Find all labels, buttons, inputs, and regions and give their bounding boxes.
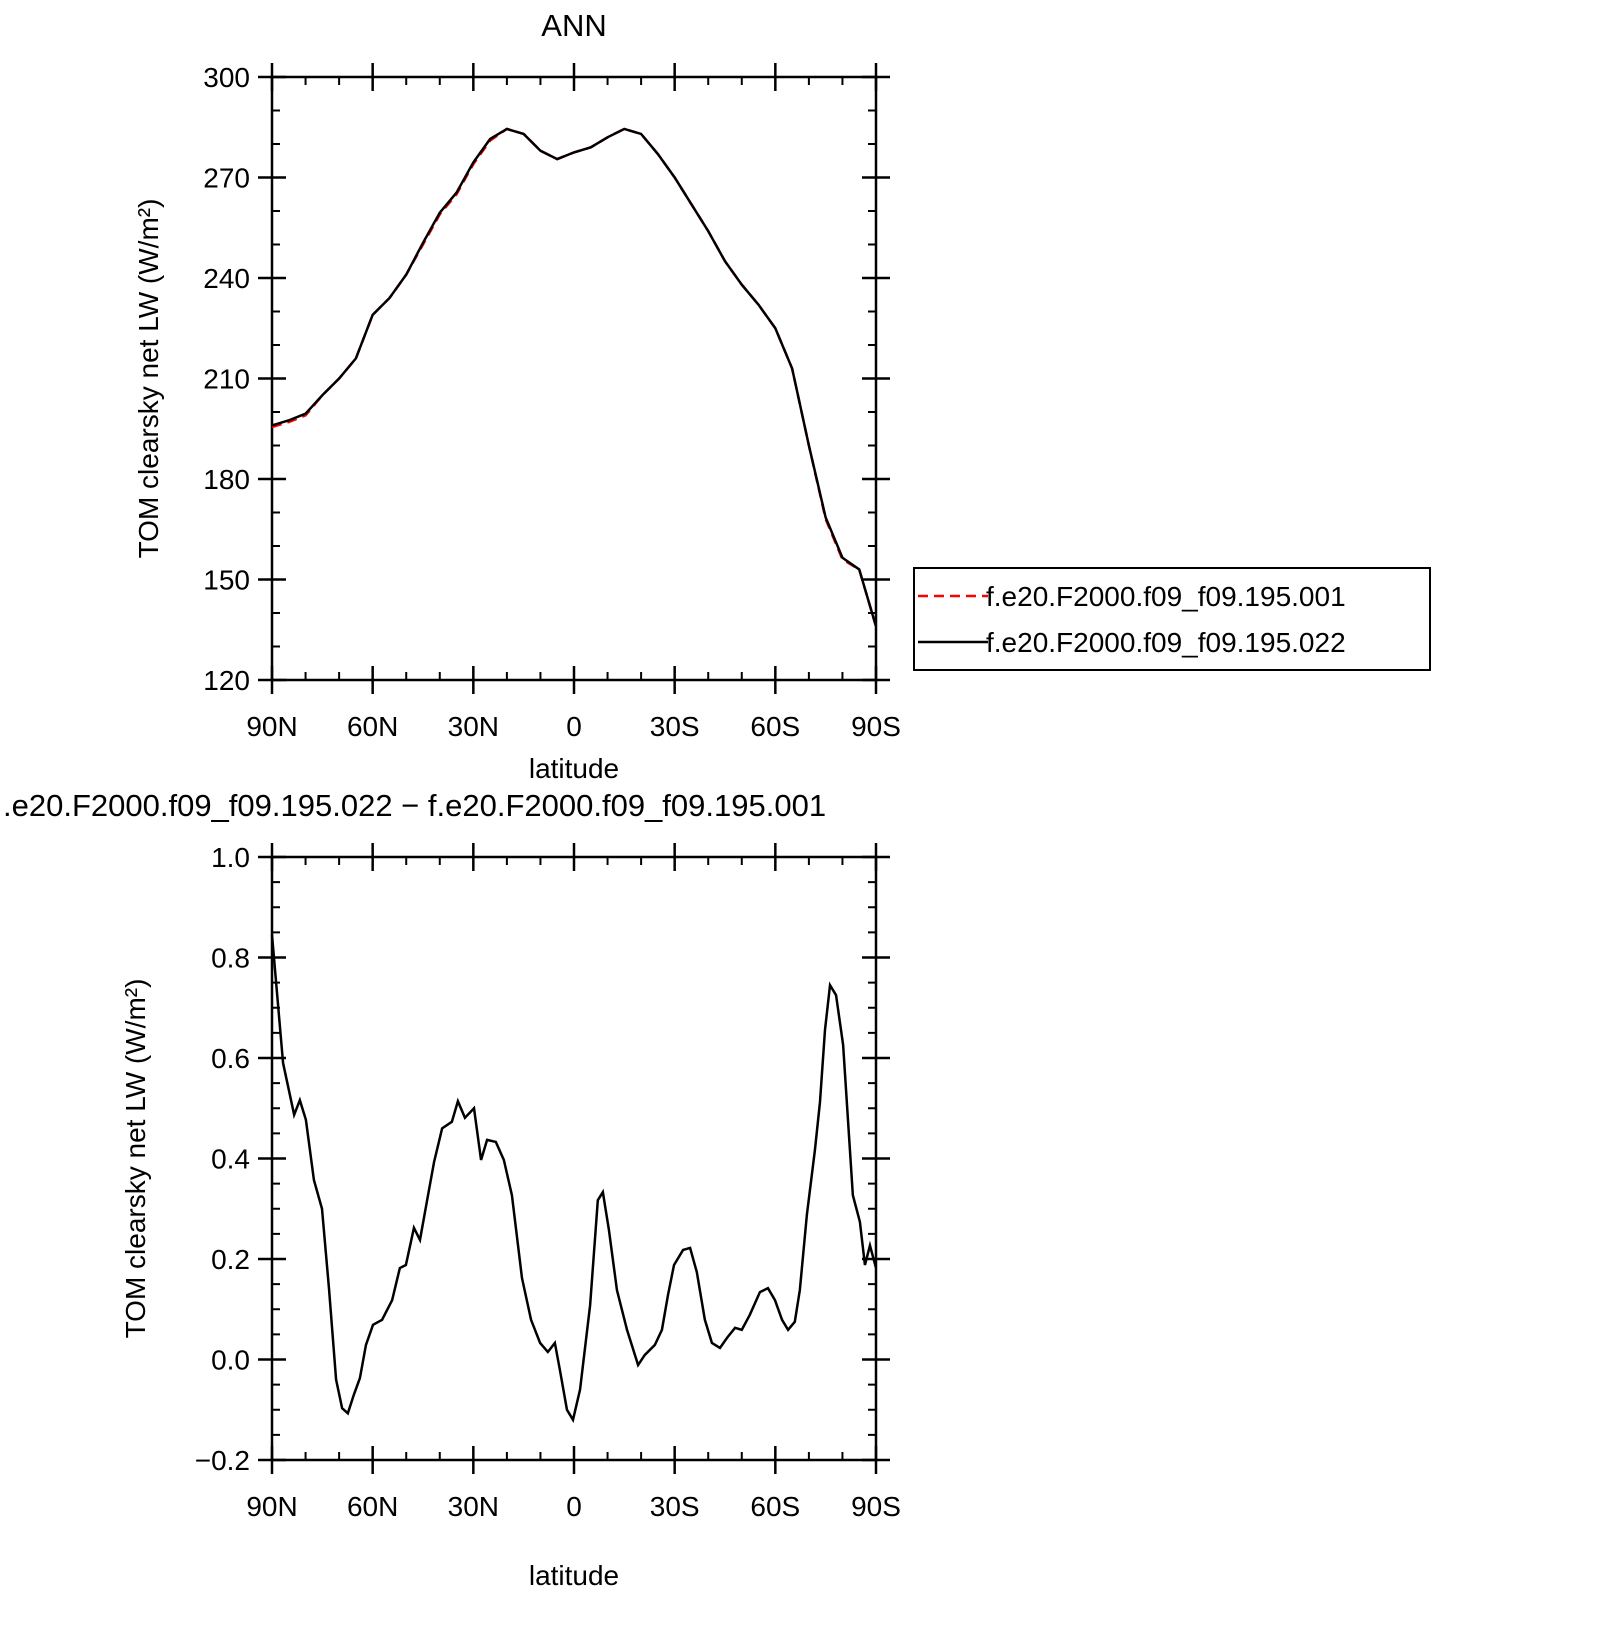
y-tick-label: 0.8 bbox=[211, 943, 250, 974]
y-axis-label: TOM clearsky net LW (W/m²) bbox=[133, 199, 164, 559]
x-tick-label: 0 bbox=[566, 1491, 582, 1522]
x-tick-label: 90S bbox=[851, 1491, 901, 1522]
x-tick-label: 30S bbox=[650, 711, 700, 742]
y-tick-label: 0.0 bbox=[211, 1345, 250, 1376]
legend-box bbox=[913, 567, 1431, 671]
y-tick-label: 180 bbox=[203, 464, 250, 495]
y-axis-label: TOM clearsky net LW (W/m²) bbox=[120, 979, 151, 1339]
x-tick-label: 60N bbox=[347, 1491, 398, 1522]
y-tick-label: 0.2 bbox=[211, 1244, 250, 1275]
y-tick-label: 270 bbox=[203, 163, 250, 194]
y-tick-label: 240 bbox=[203, 263, 250, 294]
data-line bbox=[270, 934, 878, 1424]
plot-frame bbox=[270, 75, 878, 682]
x-axis-label: latitude bbox=[529, 753, 619, 784]
x-tick-label: 0 bbox=[566, 711, 582, 742]
x-tick-label: 60N bbox=[347, 711, 398, 742]
y-tick-label: 0.4 bbox=[211, 1144, 250, 1175]
y-tick-label: 120 bbox=[203, 665, 250, 696]
x-axis-label: latitude bbox=[529, 1560, 619, 1591]
x-tick-label: 90N bbox=[246, 1491, 297, 1522]
y-tick-label: 300 bbox=[203, 62, 250, 93]
x-tick-label: 30S bbox=[650, 1491, 700, 1522]
y-tick-label: 1.0 bbox=[211, 842, 250, 873]
legend-label: f.e20.F2000.f09_f09.195.022 bbox=[986, 627, 1346, 658]
chart-title: .e20.F2000.f09_f09.195.022 − f.e20.F2000… bbox=[3, 788, 826, 823]
y-tick-label: −0.2 bbox=[195, 1445, 250, 1476]
x-tick-label: 30N bbox=[448, 711, 499, 742]
x-tick-label: 90N bbox=[246, 711, 297, 742]
chart-title: ANN bbox=[541, 8, 606, 43]
y-tick-label: 0.6 bbox=[211, 1043, 250, 1074]
x-tick-label: 30N bbox=[448, 1491, 499, 1522]
x-tick-label: 90S bbox=[851, 711, 901, 742]
data-line bbox=[271, 127, 878, 627]
x-tick-label: 60S bbox=[750, 1491, 800, 1522]
legend-label: f.e20.F2000.f09_f09.195.001 bbox=[986, 581, 1346, 612]
x-tick-label: 60S bbox=[750, 711, 800, 742]
y-tick-label: 150 bbox=[203, 565, 250, 596]
y-tick-label: 210 bbox=[203, 364, 250, 395]
data-line bbox=[271, 127, 878, 627]
